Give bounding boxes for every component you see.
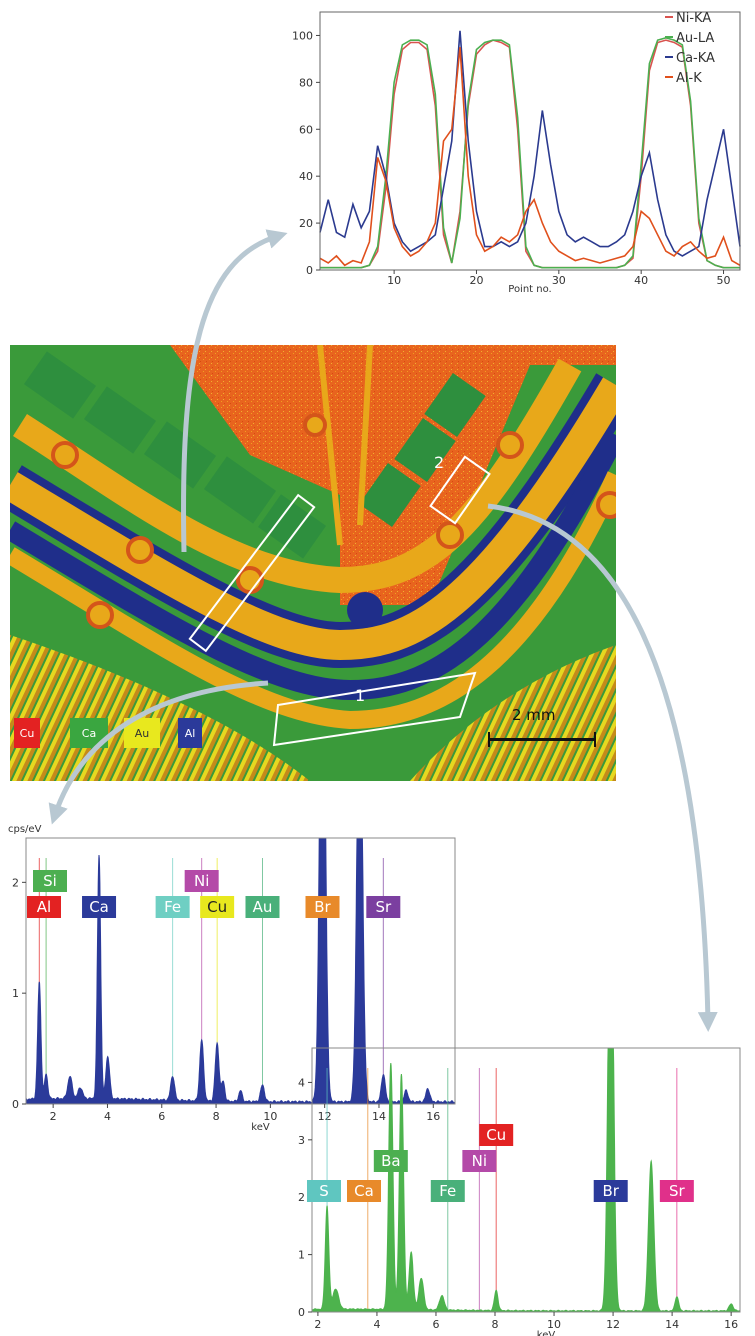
y-tick-label: 60 bbox=[299, 123, 313, 136]
element-label: Cu bbox=[486, 1126, 506, 1144]
x-tick-label: 2 bbox=[314, 1318, 321, 1331]
x-axis-label: keV bbox=[537, 1330, 556, 1336]
y-axis-label: cps/eV bbox=[8, 824, 42, 835]
map-legend-cu: Cu bbox=[14, 718, 40, 748]
element-label-box bbox=[33, 870, 67, 892]
y-tick-label: 20 bbox=[299, 217, 313, 230]
x-tick-label: 14 bbox=[372, 1110, 386, 1123]
y-tick-label: 1 bbox=[298, 1249, 305, 1262]
element-label: Sr bbox=[375, 898, 392, 916]
y-tick-label: 0 bbox=[12, 1098, 19, 1111]
legend-entry: Ni-KA bbox=[676, 11, 711, 26]
map-legend-ca: Ca bbox=[70, 718, 108, 748]
series-line-al-k bbox=[319, 47, 741, 267]
x-tick-label: 10 bbox=[547, 1318, 561, 1331]
element-label-box bbox=[200, 896, 235, 918]
element-label-box bbox=[430, 1180, 465, 1202]
element-label: Ni bbox=[472, 1152, 487, 1170]
x-tick-label: 12 bbox=[606, 1318, 620, 1331]
plot-frame bbox=[319, 11, 741, 271]
x-tick-label: 4 bbox=[104, 1110, 111, 1123]
element-label-box bbox=[27, 896, 61, 918]
map-legend-au: Au bbox=[124, 718, 160, 748]
map-legend-al: Al bbox=[178, 718, 202, 748]
x-tick-label: 6 bbox=[432, 1318, 439, 1331]
element-label-box bbox=[305, 896, 340, 918]
x-tick-label: 10 bbox=[263, 1110, 277, 1123]
x-axis-label: keV bbox=[251, 1122, 270, 1133]
y-tick-label: 0 bbox=[306, 264, 313, 277]
element-label: Fe bbox=[164, 898, 181, 916]
element-label: Cu bbox=[207, 898, 227, 916]
element-label-box bbox=[373, 1150, 408, 1172]
x-tick-label: 10 bbox=[387, 274, 401, 287]
element-label-box bbox=[593, 1180, 628, 1202]
element-label: Br bbox=[602, 1182, 619, 1200]
region-1-label: 1 bbox=[355, 686, 366, 705]
series-line-au-la bbox=[320, 36, 740, 269]
x-tick-label: 16 bbox=[724, 1318, 738, 1331]
y-tick-label: 40 bbox=[299, 170, 313, 183]
legend-entry: Ca-KA bbox=[676, 51, 715, 66]
series-line-ni-ka bbox=[320, 39, 740, 269]
y-tick-label: 2 bbox=[12, 876, 19, 889]
legend-entry: Au-LA bbox=[676, 31, 714, 46]
element-label: Ca bbox=[89, 898, 109, 916]
element-label-box bbox=[184, 870, 219, 892]
y-tick-label: 1 bbox=[12, 987, 19, 1000]
y-tick-label: 3 bbox=[298, 1134, 305, 1147]
y-tick-label: 0 bbox=[298, 1306, 305, 1319]
x-tick-label: 16 bbox=[426, 1110, 440, 1123]
spectrum-area bbox=[311, 1047, 741, 1313]
element-label-box bbox=[307, 1180, 341, 1202]
element-label-box bbox=[366, 896, 401, 918]
element-label-box bbox=[347, 1180, 381, 1202]
element-label-box bbox=[155, 896, 190, 918]
y-tick-label: 2 bbox=[298, 1191, 305, 1204]
element-label: Ba bbox=[381, 1152, 400, 1170]
scale-bar-label: 2 mm bbox=[512, 706, 556, 724]
y-tick-label: 100 bbox=[292, 29, 313, 42]
element-label: Br bbox=[314, 898, 331, 916]
x-tick-label: 12 bbox=[318, 1110, 332, 1123]
element-label-box bbox=[82, 896, 117, 918]
region-2-label: 2 bbox=[434, 453, 445, 472]
element-label: Au bbox=[253, 898, 273, 916]
spectrum-area bbox=[25, 837, 456, 1105]
x-tick-label: 4 bbox=[373, 1318, 380, 1331]
x-tick-label: 8 bbox=[492, 1318, 499, 1331]
element-label: Sr bbox=[669, 1182, 686, 1200]
element-label: Si bbox=[43, 872, 57, 890]
scale-bar bbox=[488, 732, 596, 747]
series-line-ca-ka bbox=[319, 30, 741, 257]
legend-entry: Al-K bbox=[676, 71, 702, 86]
element-label-box bbox=[245, 896, 280, 918]
y-tick-label: 80 bbox=[299, 76, 313, 89]
x-tick-label: 30 bbox=[552, 274, 566, 287]
x-tick-label: 20 bbox=[469, 274, 483, 287]
x-tick-label: 6 bbox=[158, 1110, 165, 1123]
element-label: Fe bbox=[439, 1182, 456, 1200]
element-label: S bbox=[319, 1182, 329, 1200]
element-label: Ni bbox=[194, 872, 209, 890]
element-label-box bbox=[659, 1180, 694, 1202]
x-axis-label: Point no. bbox=[508, 284, 551, 295]
plot-frame bbox=[25, 837, 456, 1105]
line-profile-chart: 0 20 40 60 80 100 10 20 30 40 50 Point no. Ni-KA Au-… bbox=[292, 11, 741, 295]
element-label-box bbox=[462, 1150, 497, 1172]
y-tick-label: 4 bbox=[298, 1076, 305, 1089]
element-label: Ca bbox=[354, 1182, 374, 1200]
x-tick-label: 50 bbox=[717, 274, 731, 287]
x-tick-label: 14 bbox=[665, 1318, 679, 1331]
element-label: Al bbox=[37, 898, 51, 916]
x-tick-label: 40 bbox=[634, 274, 648, 287]
element-label-box bbox=[479, 1124, 514, 1146]
x-tick-label: 2 bbox=[50, 1110, 57, 1123]
x-tick-label: 8 bbox=[213, 1110, 220, 1123]
